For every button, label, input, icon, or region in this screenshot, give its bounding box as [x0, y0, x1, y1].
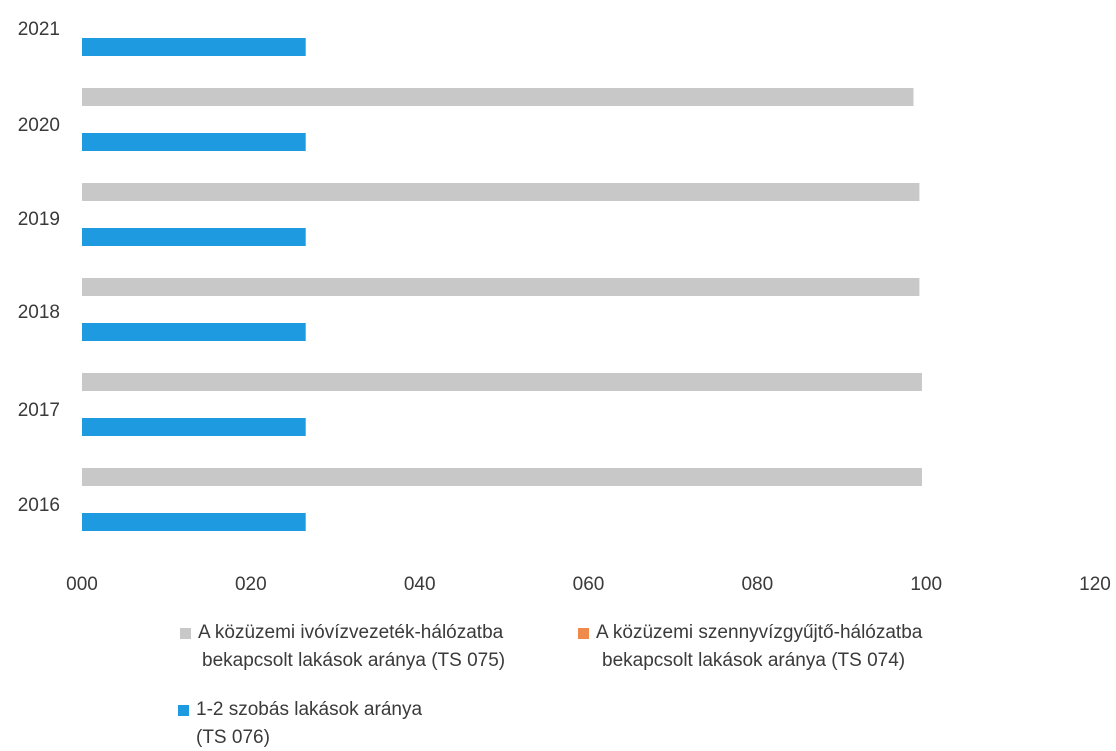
legend-label-sewage-line1: A közüzemi szennyvízgyűjtő-hálózatba — [596, 622, 923, 643]
legend-swatch-sewage — [578, 628, 589, 639]
legend-label-rooms-line1: 1-2 szobás lakások aránya — [196, 699, 423, 720]
bar-rooms-2016 — [82, 513, 306, 531]
bar-drinking-water-2017 — [82, 373, 922, 391]
legend-label-drinking-water-line2: bekapcsolt lakások aránya (TS 075) — [202, 650, 506, 671]
category-label-2016: 2016 — [18, 495, 60, 516]
x-tick-label-060: 060 — [573, 574, 605, 595]
category-label-2021: 2021 — [18, 19, 60, 40]
bar-rooms-2019 — [82, 228, 306, 246]
category-label-2019: 2019 — [18, 209, 60, 230]
bar-rooms-2018 — [82, 323, 306, 341]
category-label-2018: 2018 — [18, 302, 60, 323]
category-label-2017: 2017 — [18, 400, 60, 421]
legend-swatch-drinking-water — [180, 628, 191, 639]
legend-label-drinking-water-line1: A közüzemi ivóvízvezeték-hálózatba — [198, 622, 504, 643]
x-tick-label-100: 100 — [910, 574, 942, 595]
legend-label-sewage-line2: bekapcsolt lakások aránya (TS 074) — [602, 650, 906, 671]
x-tick-label-040: 040 — [404, 574, 436, 595]
bar-rooms-2021 — [82, 38, 306, 56]
x-tick-label-000: 000 — [66, 574, 98, 595]
bar-drinking-water-2016 — [82, 468, 922, 486]
category-label-2020: 2020 — [18, 115, 60, 136]
x-tick-label-080: 080 — [741, 574, 773, 595]
x-tick-label-020: 020 — [235, 574, 267, 595]
bar-drinking-water-2019 — [82, 183, 920, 201]
legend-swatch-rooms — [178, 705, 189, 716]
bar-drinking-water-2020 — [82, 88, 914, 106]
bar-rooms-2020 — [82, 133, 306, 151]
x-tick-label-120: 120 — [1079, 574, 1111, 595]
bar-drinking-water-2018 — [82, 278, 920, 296]
legend-label-rooms-line2: (TS 076) — [196, 727, 270, 748]
bar-rooms-2017 — [82, 418, 306, 436]
bar-chart-plot: 2021 2020 2019 2018 2017 2016 000 020 040 060 080 1… — [18, 19, 1111, 595]
